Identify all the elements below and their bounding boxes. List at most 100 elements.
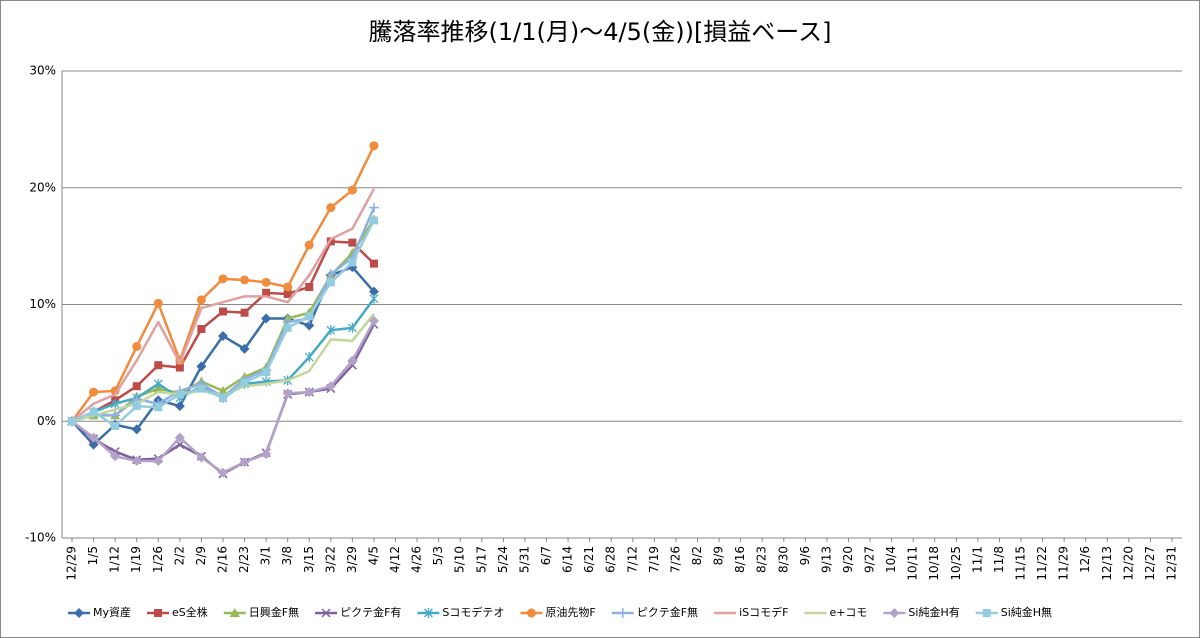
point bbox=[262, 368, 271, 377]
x-tick-label: 7/26 bbox=[668, 546, 682, 573]
x-tick-label: 2/9 bbox=[194, 546, 208, 565]
point bbox=[982, 609, 991, 617]
point bbox=[89, 407, 98, 416]
x-tick-label: 2/23 bbox=[237, 546, 251, 573]
x-tick-label: 6/7 bbox=[539, 546, 553, 565]
point bbox=[218, 307, 227, 316]
point bbox=[196, 295, 206, 305]
legend-item: eS全株 bbox=[147, 605, 208, 619]
point bbox=[325, 269, 336, 280]
x-tick-label: 1/5 bbox=[86, 546, 100, 565]
point bbox=[369, 259, 378, 268]
point bbox=[347, 322, 357, 333]
point bbox=[305, 282, 314, 291]
x-tick-label: 5/10 bbox=[453, 546, 467, 573]
series bbox=[71, 188, 376, 423]
x-tick-label: 5/3 bbox=[431, 546, 445, 565]
x-tick-label: 8/30 bbox=[776, 546, 790, 573]
x-tick-label: 10/4 bbox=[884, 546, 898, 573]
point bbox=[261, 277, 271, 287]
point bbox=[197, 384, 206, 393]
x-tick-label: 1/19 bbox=[129, 546, 143, 573]
point bbox=[154, 361, 163, 370]
point bbox=[88, 432, 99, 443]
legend-label: 日興金F無 bbox=[249, 605, 299, 619]
point bbox=[196, 452, 207, 463]
legend-label: 原油先物F bbox=[545, 605, 595, 619]
y-tick-label: -10% bbox=[25, 531, 56, 545]
legend-item: Si純金H無 bbox=[975, 605, 1052, 619]
x-tick-label: 3/1 bbox=[259, 546, 273, 565]
point bbox=[304, 240, 314, 250]
legend-label: My資産 bbox=[93, 606, 131, 619]
point bbox=[217, 467, 228, 478]
series bbox=[67, 315, 379, 478]
x-tick-label: 10/18 bbox=[927, 546, 941, 581]
x-tick-label: 8/16 bbox=[733, 546, 747, 573]
point bbox=[325, 381, 336, 392]
point bbox=[347, 185, 357, 195]
x-tick-label: 3/22 bbox=[323, 546, 337, 573]
point bbox=[218, 393, 227, 402]
legend-item: 原油先物F bbox=[520, 605, 596, 619]
x-tick-label: 1/26 bbox=[151, 546, 165, 573]
point bbox=[132, 342, 142, 352]
point bbox=[283, 289, 292, 298]
point bbox=[174, 432, 185, 443]
point bbox=[217, 331, 228, 342]
point bbox=[110, 451, 121, 462]
x-tick-label: 4/5 bbox=[366, 546, 380, 565]
x-tick-label: 11/22 bbox=[1035, 546, 1049, 581]
point bbox=[240, 308, 249, 317]
point bbox=[197, 325, 206, 334]
legend-label: Si純金H無 bbox=[1001, 605, 1052, 619]
legend-item: 日興金F無 bbox=[223, 605, 299, 619]
legend-item: ピクテ金F有 bbox=[315, 605, 401, 619]
x-tick-label: 5/31 bbox=[517, 546, 531, 573]
legend-label: e+コモ bbox=[829, 606, 867, 619]
point bbox=[229, 608, 240, 617]
point bbox=[348, 258, 357, 267]
series bbox=[68, 216, 378, 430]
point bbox=[889, 608, 900, 618]
point bbox=[175, 363, 184, 372]
chart-title: 騰落率推移(1/1(月)～4/5(金))[損益ベース] bbox=[369, 18, 832, 46]
point bbox=[326, 278, 335, 287]
x-tick-label: 9/27 bbox=[863, 546, 877, 573]
point bbox=[153, 298, 163, 308]
point bbox=[196, 361, 207, 372]
legend-label: ピクテ金F有 bbox=[340, 605, 401, 619]
x-tick-label: 12/6 bbox=[1078, 546, 1092, 573]
x-tick-label: 12/20 bbox=[1121, 546, 1135, 581]
x-tick-label: 9/6 bbox=[798, 546, 812, 565]
point bbox=[154, 609, 163, 617]
legend-item: ピクテ金F無 bbox=[611, 605, 698, 619]
point bbox=[261, 448, 272, 459]
point bbox=[74, 608, 84, 618]
point bbox=[304, 320, 315, 331]
point bbox=[348, 238, 357, 247]
point bbox=[282, 388, 293, 399]
y-tick-label: 0% bbox=[37, 414, 56, 428]
legend-label: Si純金H有 bbox=[908, 605, 959, 619]
point bbox=[131, 455, 142, 466]
point bbox=[617, 608, 628, 618]
point bbox=[326, 203, 336, 213]
point bbox=[261, 313, 272, 324]
legend-label: Sコモデテオ bbox=[442, 605, 504, 619]
line bbox=[71, 188, 376, 423]
legend-label: ピクテ金F無 bbox=[637, 605, 698, 619]
x-tick-label: 12/13 bbox=[1100, 546, 1114, 581]
x-tick-label: 7/12 bbox=[625, 546, 639, 573]
x-tick-label: 9/20 bbox=[841, 546, 855, 573]
series bbox=[68, 237, 378, 426]
legend-item: Si純金H有 bbox=[883, 605, 960, 619]
point bbox=[174, 401, 185, 412]
x-tick-label: 8/2 bbox=[690, 546, 704, 565]
x-tick-label: 2/2 bbox=[172, 546, 186, 565]
point bbox=[423, 608, 433, 618]
point bbox=[304, 387, 315, 398]
x-tick-label: 5/17 bbox=[474, 546, 488, 573]
point bbox=[283, 323, 292, 332]
